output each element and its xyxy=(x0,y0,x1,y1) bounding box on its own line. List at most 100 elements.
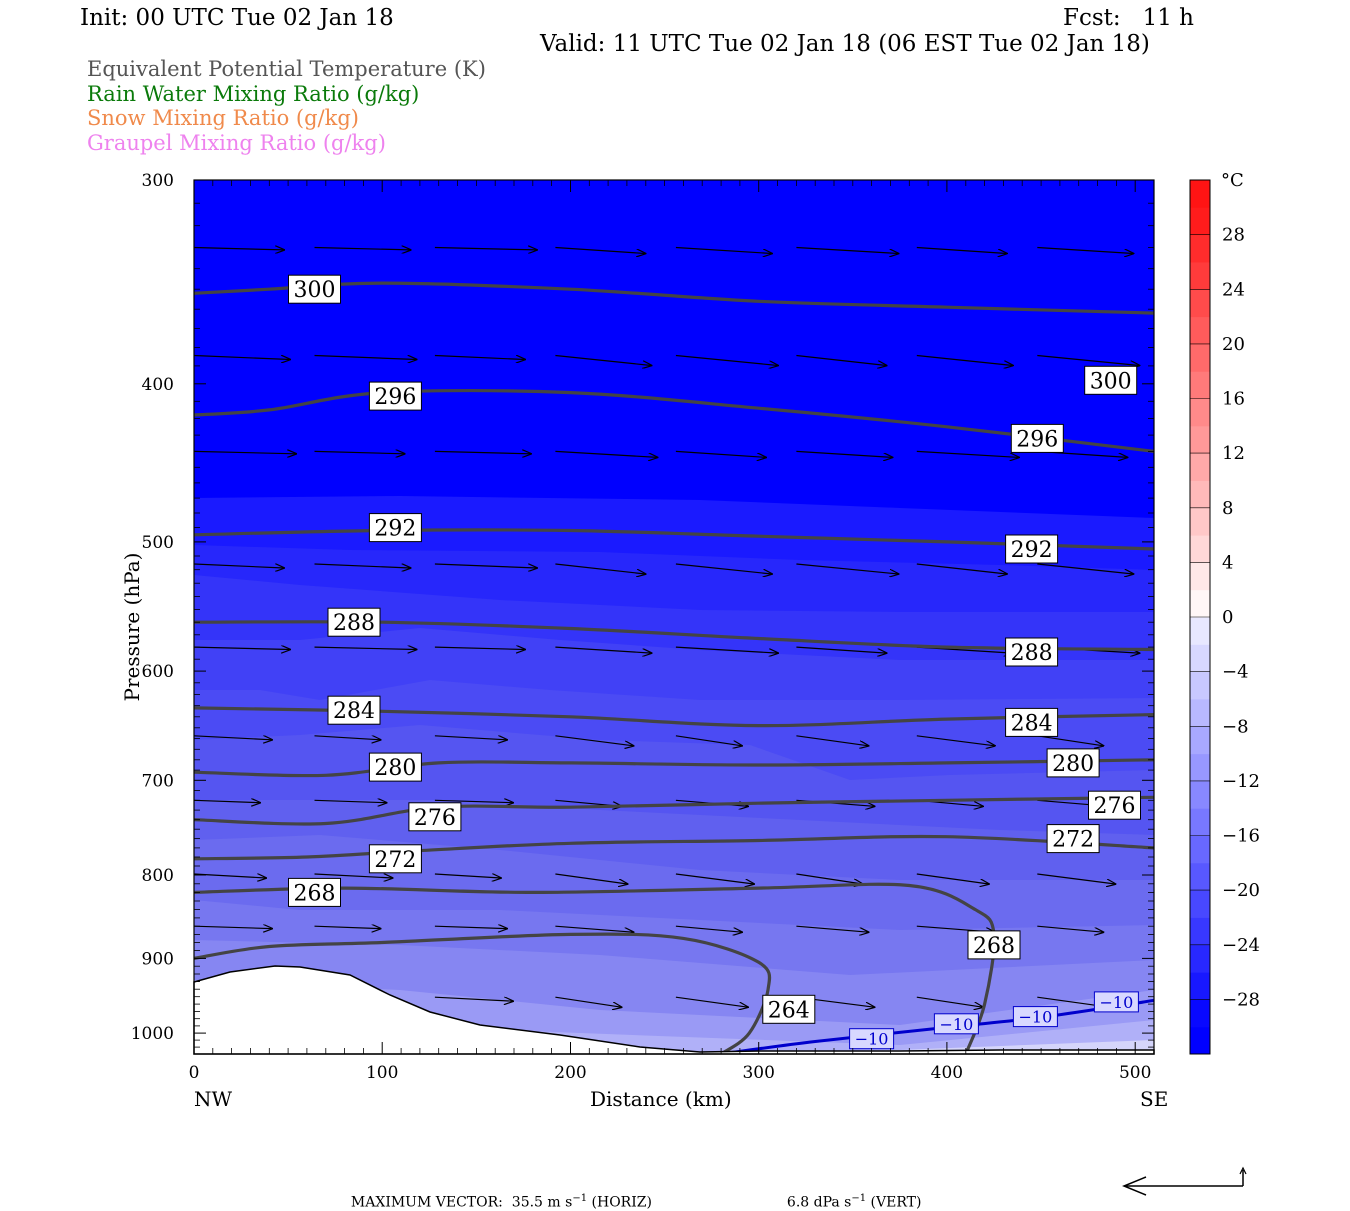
theta-e-label-box xyxy=(1088,790,1141,820)
y-tick-label: 500 xyxy=(142,533,174,553)
theta-e-label: 272 xyxy=(368,844,422,874)
theta-e-label-box xyxy=(408,802,462,832)
theta-e-label: 288 xyxy=(327,607,381,637)
theta-e-label: 280 xyxy=(1046,748,1100,778)
temperature-label-box xyxy=(1012,1006,1058,1028)
theta-e-label: 292 xyxy=(1005,534,1059,564)
theta-e-label-box xyxy=(762,994,816,1024)
wind-arrow xyxy=(194,354,290,360)
colorbar-segment xyxy=(1190,862,1210,891)
colorbar-label: −8 xyxy=(1222,716,1249,737)
y-tick-label: 300 xyxy=(142,171,174,191)
temperature-label-text: −10 xyxy=(1100,993,1134,1012)
theta-e-label-text: 272 xyxy=(1052,828,1094,853)
theta-e-label-text: 300 xyxy=(1090,369,1132,394)
wind-arrow xyxy=(314,451,405,453)
wind-arrow xyxy=(1037,563,1133,574)
theta-e-contour-280 xyxy=(194,758,1154,778)
y-tick-label: 900 xyxy=(142,949,174,969)
colorbar-segment xyxy=(1190,999,1210,1028)
theta-e-label-box xyxy=(1046,748,1100,778)
x-end-right-label: SE xyxy=(1140,1087,1169,1111)
colorbar-label: −24 xyxy=(1222,935,1260,956)
colorbar-label: 28 xyxy=(1222,225,1245,246)
colorbar-segment xyxy=(1190,453,1210,481)
theta-e-label-text: 292 xyxy=(374,517,416,542)
temperature-label-text: −10 xyxy=(1019,1008,1053,1027)
theta-e-label-text: 288 xyxy=(1011,641,1053,666)
wind-arrow xyxy=(555,873,627,884)
temperature-label-box xyxy=(1093,991,1139,1013)
theta-e-label-text: 280 xyxy=(374,756,416,781)
wind-arrow xyxy=(555,735,633,746)
colorbar-segment xyxy=(1190,780,1210,809)
wind-arrow xyxy=(916,354,1013,366)
wind-arrow xyxy=(916,996,983,1007)
wind-arrow xyxy=(675,873,754,884)
theta-e-label-text: 276 xyxy=(1094,794,1136,819)
wind-arrow xyxy=(675,925,742,932)
theta-e-label-box xyxy=(288,274,341,304)
colorbar-label: −12 xyxy=(1222,771,1260,792)
vert-suffix: (VERT) xyxy=(866,1194,922,1211)
x-end-left-label: NW xyxy=(194,1087,233,1111)
colorbar-label: 12 xyxy=(1222,443,1245,464)
x-tick-label: 500 xyxy=(1119,1063,1151,1083)
wind-arrow xyxy=(434,873,501,878)
colorbar-segment xyxy=(1190,425,1210,454)
colorbar-segment xyxy=(1190,1026,1210,1055)
wind-arrow xyxy=(434,735,507,740)
colorbar-segment xyxy=(1190,644,1210,673)
colorbar-segment xyxy=(1190,480,1210,509)
wind-arrow xyxy=(434,248,537,250)
wind-arrow xyxy=(194,451,296,453)
wind-arrow xyxy=(675,996,748,1007)
wind-arrow xyxy=(1037,246,1133,254)
y-tick-label: 700 xyxy=(142,771,174,791)
axes: 300 400 500 600 700 800 900 1000 0 100 200 300 400 50… xyxy=(131,171,1155,1083)
colorbar-label: −28 xyxy=(1222,989,1260,1010)
colorbar-unit: °C xyxy=(1221,170,1244,191)
theta-e-label-box xyxy=(288,877,341,907)
theta-e-label-text: 296 xyxy=(1016,427,1058,452)
theta-e-label-text: 268 xyxy=(973,934,1015,959)
colorbar-segment xyxy=(1190,234,1210,263)
theta-e-label-text: 276 xyxy=(414,806,456,831)
colorbar-label: 4 xyxy=(1222,552,1233,573)
colorbar-label: −20 xyxy=(1222,880,1260,901)
theta-e-label-box xyxy=(368,844,422,874)
colorbar-label: 24 xyxy=(1222,279,1245,300)
wind-arrow xyxy=(555,646,651,653)
theta-e-contour-292 xyxy=(194,528,1154,551)
max-vector-text: MAXIMUM VECTOR: 35.5 m s xyxy=(350,1194,573,1211)
plot-frame xyxy=(193,179,1155,1055)
wind-arrow xyxy=(675,646,778,653)
wind-arrow xyxy=(1037,354,1139,366)
theta-e-label: 284 xyxy=(1005,707,1059,737)
colorbar-label: 20 xyxy=(1222,334,1245,355)
y-axis-label: Pressure (hPa) xyxy=(120,552,144,702)
colorbar-segment xyxy=(1190,535,1210,563)
theta-e-label: 296 xyxy=(1010,423,1064,453)
colorbar-segment xyxy=(1190,589,1210,618)
wind-arrow xyxy=(434,926,507,928)
wind-arrow xyxy=(555,563,645,574)
temperature-label: −10 xyxy=(1093,991,1139,1013)
theta-e-label-text: 288 xyxy=(333,611,375,636)
colorbar-label: 16 xyxy=(1222,389,1245,410)
wind-arrow xyxy=(796,735,868,746)
wind-arrow xyxy=(555,246,645,254)
legend-snow: Snow Mixing Ratio (g/kg) xyxy=(87,106,359,130)
max-vector-vert: 6.8 dPa s−1 (VERT) xyxy=(778,1177,922,1211)
colorbar-label: −16 xyxy=(1222,826,1260,847)
wind-arrow xyxy=(555,450,657,457)
theta-e-label: 288 xyxy=(1005,637,1059,667)
theta-e-label-box xyxy=(1010,423,1064,453)
theta-e-label-text: 264 xyxy=(768,998,810,1023)
y-tick-label: 600 xyxy=(142,662,174,682)
wind-arrow xyxy=(916,873,989,884)
theta-e-label-text: 268 xyxy=(294,881,336,906)
colorbar-segment xyxy=(1190,316,1210,345)
